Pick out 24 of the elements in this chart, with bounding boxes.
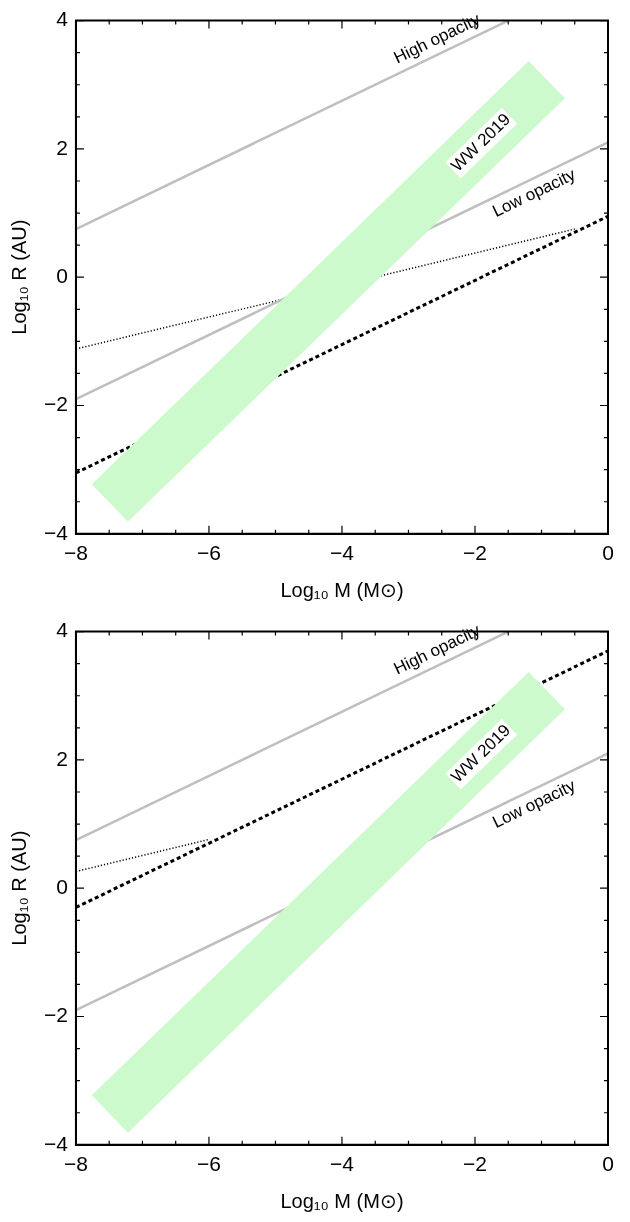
x-tick-label: −8 <box>63 541 88 565</box>
y-tick-label: 0 <box>56 875 68 898</box>
x-tick-label: −8 <box>63 1152 88 1176</box>
y-tick-label: −4 <box>43 520 69 544</box>
x-tick-label: −6 <box>196 541 221 565</box>
y-tick-label: −2 <box>43 1003 68 1027</box>
x-tick-label: −2 <box>463 541 487 565</box>
x-axis-title: Log₁₀ M (M⊙) <box>280 1189 404 1212</box>
y-tick-label: 0 <box>56 264 68 287</box>
x-tick-label: −2 <box>463 1152 487 1176</box>
x-tick-label: −4 <box>329 541 355 565</box>
x-tick-label: 0 <box>602 541 614 565</box>
y-axis-title: Log₁₀ R (AU) <box>7 219 30 335</box>
y-tick-label: 2 <box>56 746 68 770</box>
x-tick-label: −6 <box>196 1152 221 1176</box>
x-tick-label: −4 <box>329 1152 355 1176</box>
y-tick-label: −2 <box>43 392 68 416</box>
y-tick-label: 2 <box>56 135 68 159</box>
y-tick-label: 4 <box>56 7 69 31</box>
y-tick-label: 4 <box>56 618 69 642</box>
x-tick-label: 0 <box>602 1152 614 1176</box>
y-tick-label: −4 <box>43 1131 69 1155</box>
y-axis-title: Log₁₀ R (AU) <box>7 830 30 946</box>
x-axis-title: Log₁₀ M (M⊙) <box>280 578 404 601</box>
